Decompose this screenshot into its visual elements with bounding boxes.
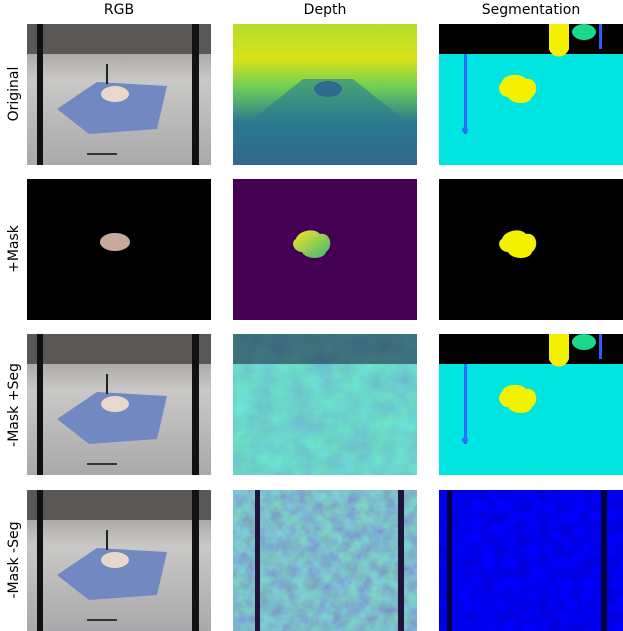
depth-image (233, 490, 417, 631)
row-label: -Mask +Seg (6, 363, 22, 447)
row-labels: Original +Mask -Mask +Seg -Mask -Seg (6, 67, 22, 599)
row-label: Original (6, 67, 22, 122)
column-header: Segmentation (482, 2, 580, 18)
segmentation-image (439, 490, 623, 631)
depth-image (233, 334, 417, 475)
figure: RGB Depth Segmentation Original +Mask -M… (0, 0, 623, 631)
segmentation-image (439, 334, 623, 475)
column-headers: RGB Depth Segmentation (104, 2, 580, 18)
column-header: RGB (104, 2, 134, 18)
row-label: -Mask -Seg (6, 522, 22, 599)
row-label: +Mask (6, 224, 22, 273)
depth-image (233, 24, 417, 165)
page: {"columns": ["RGB", "Depth", "Segmentati… (0, 0, 623, 631)
segmentation-image (439, 24, 623, 165)
rgb-image (27, 490, 211, 631)
segmentation-image (439, 179, 623, 320)
column-header: Depth (304, 2, 347, 18)
rgb-image (27, 24, 211, 165)
depth-image (233, 179, 417, 320)
rgb-image (27, 179, 211, 320)
rgb-image (27, 334, 211, 475)
